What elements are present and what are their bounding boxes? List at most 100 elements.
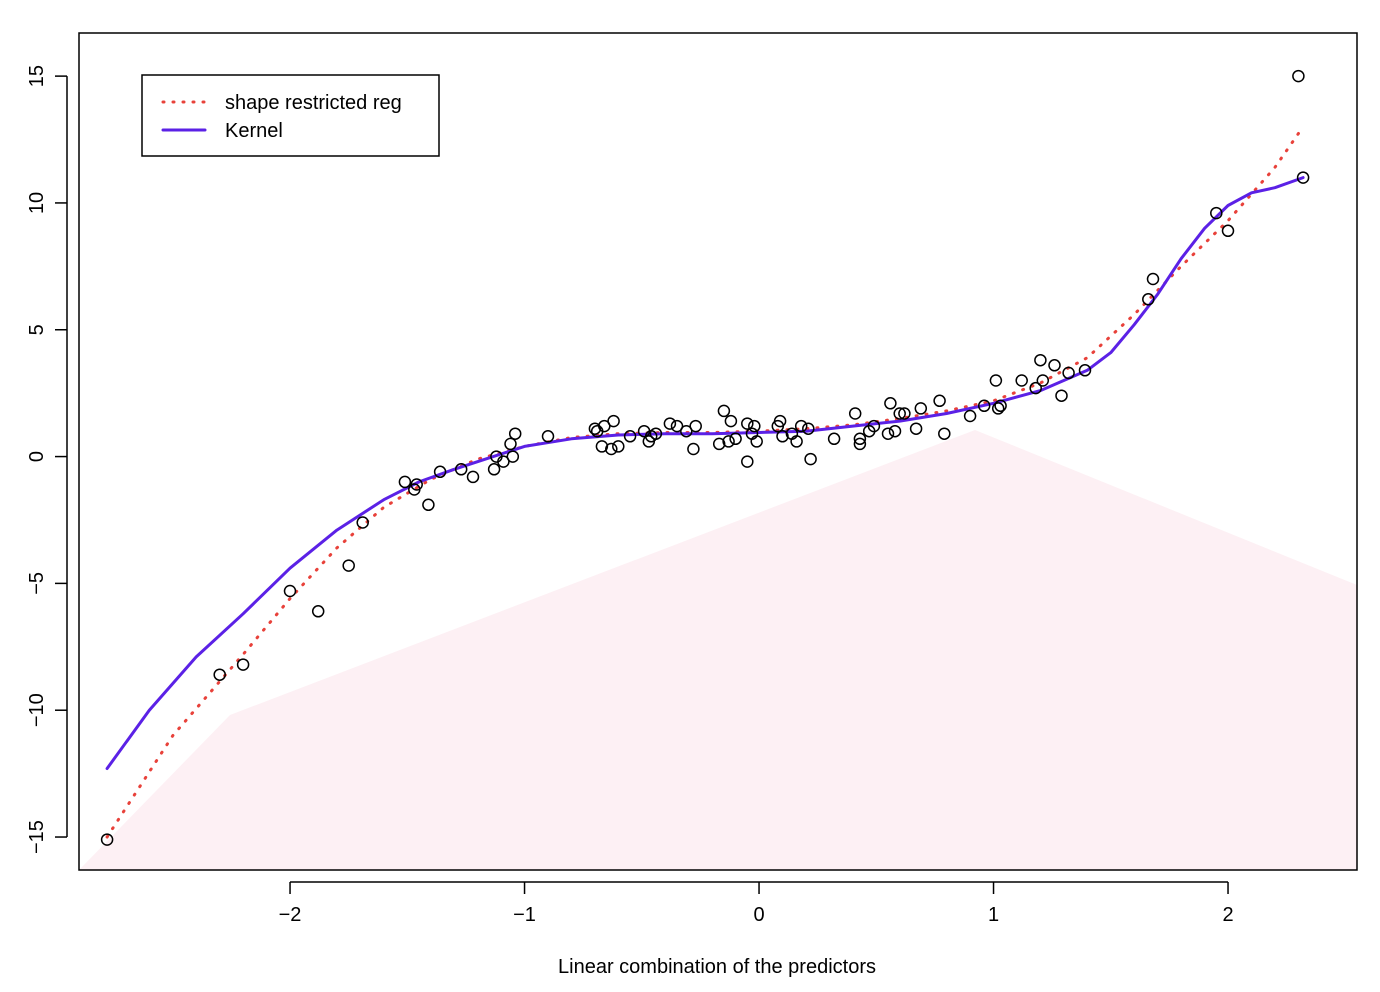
data-point — [356, 516, 369, 529]
data-point — [1029, 381, 1042, 395]
data-point — [991, 402, 1005, 415]
legend-label: Kernel — [225, 120, 283, 142]
data-point — [827, 432, 841, 446]
data-point — [729, 432, 742, 446]
data-point — [433, 465, 447, 479]
data-point — [933, 394, 946, 408]
data-point — [1292, 69, 1305, 83]
data-point — [487, 463, 501, 476]
data-point — [884, 397, 897, 410]
data-point — [236, 658, 250, 671]
data-point — [741, 417, 754, 430]
data-point — [508, 427, 522, 440]
data-point — [410, 478, 423, 491]
data-point — [776, 430, 789, 443]
data-point — [914, 402, 928, 415]
y-tick-label: −15 — [26, 820, 48, 854]
data-point — [506, 450, 520, 463]
data-point — [724, 414, 738, 428]
data-point — [748, 419, 761, 433]
data-point — [1221, 224, 1235, 238]
background-shading — [79, 430, 1357, 870]
data-point — [605, 442, 618, 456]
data-point — [588, 422, 602, 435]
legend-label: shape restricted reg — [225, 92, 402, 114]
y-tick-label: 0 — [26, 451, 48, 462]
data-point — [853, 437, 867, 451]
data-point — [680, 424, 693, 438]
legend-box — [141, 74, 440, 157]
data-point — [311, 605, 325, 618]
data-point — [1296, 171, 1310, 184]
data-point — [881, 427, 895, 440]
data-point — [1034, 353, 1047, 367]
series-line-kernel — [105, 176, 1305, 770]
data-point — [750, 435, 763, 448]
data-point — [663, 417, 677, 430]
data-point — [422, 498, 435, 512]
x-tick-label: 2 — [1222, 904, 1233, 926]
x-tick-label: −2 — [279, 904, 302, 926]
data-point — [977, 399, 991, 413]
y-tick-label: 10 — [26, 192, 48, 214]
x-tick-label: 0 — [753, 904, 764, 926]
data-point — [670, 419, 684, 433]
data-point — [1142, 293, 1155, 306]
data-point — [213, 668, 226, 681]
data-point — [963, 409, 977, 423]
y-tick-label: −10 — [26, 693, 48, 727]
x-tick-label: −1 — [513, 904, 536, 926]
data-point — [741, 455, 754, 468]
data-point — [612, 440, 625, 453]
data-point — [712, 437, 726, 451]
data-point — [687, 442, 700, 456]
x-tick-label: 1 — [988, 904, 999, 926]
data-point — [802, 422, 815, 435]
data-point — [1146, 272, 1160, 286]
data-point — [623, 430, 637, 443]
plot-frame — [78, 32, 1358, 871]
data-point — [994, 399, 1007, 413]
data-point — [898, 407, 911, 420]
data-point — [466, 470, 480, 484]
data-point — [1062, 366, 1075, 380]
data-point — [794, 419, 808, 433]
data-point — [689, 419, 702, 433]
data-point — [1055, 389, 1068, 402]
data-point — [989, 374, 1003, 387]
legend: shape restricted reg Kernel — [141, 74, 440, 157]
data-point — [497, 455, 510, 468]
data-point — [1015, 374, 1028, 387]
points-layer — [100, 69, 1310, 846]
series-layer — [105, 125, 1305, 839]
data-point — [283, 584, 297, 598]
data-point — [649, 427, 663, 440]
data-point — [595, 440, 609, 453]
data-point — [773, 414, 787, 428]
data-point — [722, 435, 735, 448]
data-point — [342, 559, 355, 572]
data-point — [398, 475, 412, 489]
data-point — [1036, 374, 1050, 387]
y-tick-label: −5 — [26, 572, 48, 595]
plot-background — [79, 430, 1357, 870]
data-point — [454, 463, 468, 476]
data-point — [607, 414, 620, 428]
data-point — [893, 407, 906, 420]
data-point — [909, 422, 923, 435]
data-point — [1048, 359, 1061, 372]
y-tick-label: 15 — [26, 65, 48, 87]
y-tick-label: 5 — [26, 324, 48, 335]
data-point — [804, 452, 817, 466]
data-point — [853, 432, 867, 446]
data-point — [790, 435, 803, 448]
data-point — [848, 407, 862, 420]
data-point — [504, 437, 517, 451]
x-axis-title: Linear combination of the predictors — [558, 956, 876, 978]
data-point — [1210, 206, 1223, 220]
data-point — [938, 427, 951, 440]
data-point — [100, 833, 114, 846]
data-point — [888, 424, 902, 438]
